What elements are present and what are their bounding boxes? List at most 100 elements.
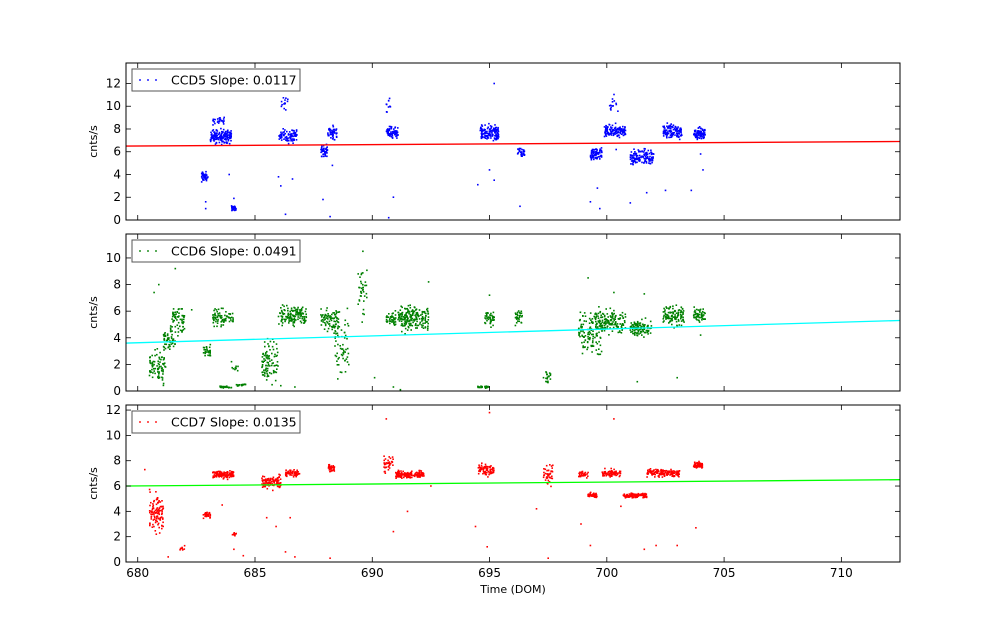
data-point bbox=[285, 97, 287, 99]
data-point bbox=[488, 316, 490, 318]
data-point bbox=[622, 134, 625, 137]
data-point bbox=[284, 473, 287, 475]
data-point bbox=[543, 474, 546, 476]
data-point bbox=[703, 136, 705, 139]
data-point bbox=[609, 108, 612, 110]
data-point bbox=[480, 386, 483, 389]
data-point bbox=[611, 315, 614, 317]
data-point bbox=[156, 515, 159, 517]
data-point bbox=[261, 479, 264, 482]
data-point bbox=[603, 126, 606, 128]
data-point bbox=[343, 337, 346, 339]
data-point bbox=[649, 468, 652, 470]
data-point bbox=[263, 482, 266, 484]
data-point bbox=[696, 465, 699, 467]
data-point bbox=[630, 492, 632, 495]
data-point bbox=[290, 133, 292, 135]
data-point bbox=[262, 482, 265, 485]
data-point bbox=[485, 131, 487, 133]
data-point bbox=[291, 138, 293, 140]
data-point bbox=[301, 312, 304, 314]
data-point bbox=[543, 471, 545, 474]
data-point bbox=[621, 329, 623, 331]
data-point bbox=[597, 153, 600, 155]
data-point bbox=[604, 320, 607, 323]
data-point bbox=[229, 137, 232, 139]
data-point bbox=[425, 315, 427, 317]
data-point bbox=[392, 530, 395, 533]
data-point bbox=[231, 209, 233, 212]
data-point bbox=[281, 324, 283, 327]
data-point bbox=[281, 319, 283, 322]
y-tick-label: 4 bbox=[113, 167, 121, 181]
data-point bbox=[633, 154, 635, 157]
data-point bbox=[481, 462, 483, 464]
data-point bbox=[230, 360, 233, 363]
data-point bbox=[404, 327, 407, 330]
data-point bbox=[611, 472, 613, 475]
data-point bbox=[698, 319, 700, 322]
data-point bbox=[228, 136, 231, 138]
data-point bbox=[607, 131, 610, 134]
data-point bbox=[290, 134, 292, 136]
data-point bbox=[221, 472, 224, 475]
data-point bbox=[212, 314, 214, 316]
data-point bbox=[226, 136, 228, 138]
data-point bbox=[401, 330, 403, 333]
data-point bbox=[217, 133, 220, 136]
data-point bbox=[611, 324, 613, 326]
data-point bbox=[400, 475, 403, 477]
data-point bbox=[633, 157, 636, 160]
data-point bbox=[607, 133, 609, 135]
data-point bbox=[636, 334, 639, 337]
data-point bbox=[703, 132, 706, 134]
data-point bbox=[322, 198, 324, 201]
data-point bbox=[403, 316, 405, 318]
data-point bbox=[366, 269, 368, 272]
data-point bbox=[222, 135, 225, 137]
data-point bbox=[230, 139, 232, 142]
data-point bbox=[200, 172, 203, 175]
data-point bbox=[335, 323, 337, 325]
data-point bbox=[613, 318, 615, 320]
data-point bbox=[152, 507, 155, 510]
data-point bbox=[394, 130, 396, 132]
data-point bbox=[392, 386, 395, 388]
data-point bbox=[209, 513, 212, 516]
data-point bbox=[578, 472, 580, 475]
data-point bbox=[269, 477, 272, 480]
data-point bbox=[419, 473, 421, 476]
data-point bbox=[384, 472, 387, 474]
data-point bbox=[399, 318, 401, 321]
data-point bbox=[519, 147, 522, 150]
data-point bbox=[202, 514, 205, 516]
data-point bbox=[491, 130, 494, 132]
data-point bbox=[697, 312, 699, 315]
data-point bbox=[266, 354, 269, 357]
data-point bbox=[595, 349, 598, 351]
data-point bbox=[614, 472, 616, 475]
data-point bbox=[669, 124, 671, 127]
data-point bbox=[286, 138, 289, 140]
data-point bbox=[669, 317, 672, 320]
data-point bbox=[283, 134, 285, 136]
data-point bbox=[608, 133, 610, 135]
data-point bbox=[588, 333, 591, 336]
data-point bbox=[335, 333, 337, 335]
data-point bbox=[221, 474, 224, 476]
data-point bbox=[285, 469, 287, 471]
data-point bbox=[209, 514, 212, 517]
data-point bbox=[289, 137, 292, 140]
data-point bbox=[606, 129, 608, 132]
data-point bbox=[668, 470, 671, 472]
data-point bbox=[636, 496, 638, 498]
data-point bbox=[596, 353, 599, 355]
data-point bbox=[268, 477, 270, 480]
data-point bbox=[405, 321, 407, 324]
data-point bbox=[265, 357, 268, 359]
data-point bbox=[158, 358, 161, 360]
data-point bbox=[484, 322, 487, 325]
data-point bbox=[278, 485, 280, 488]
data-point bbox=[403, 322, 406, 324]
data-point bbox=[216, 310, 218, 313]
